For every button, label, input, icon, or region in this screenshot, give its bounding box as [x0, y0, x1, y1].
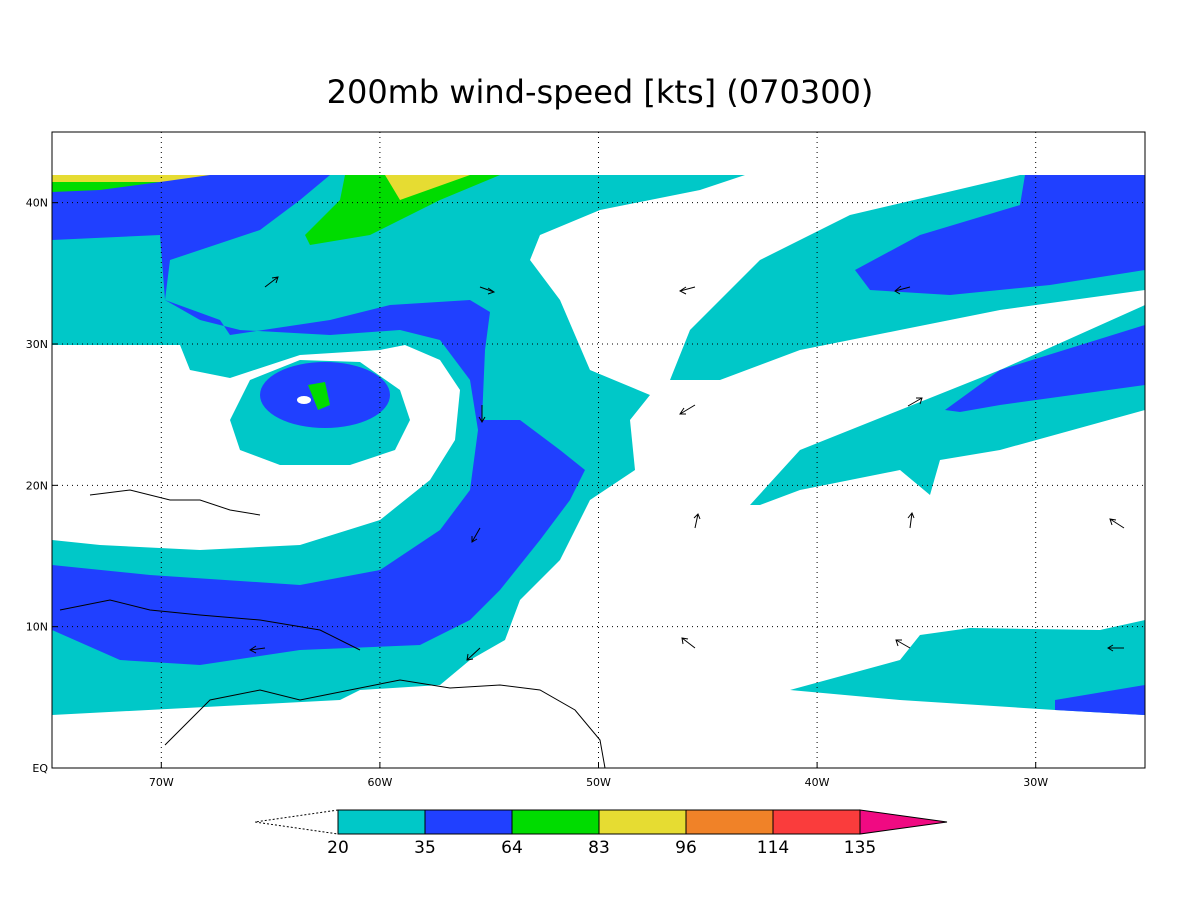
colorbar-box: [337, 809, 426, 835]
wind-arrow: [249, 645, 266, 654]
x-tick-label: 70W: [149, 776, 174, 789]
wind-arrow: [479, 286, 496, 295]
coastline: [59, 599, 361, 651]
contour-fill: [305, 175, 500, 245]
wind-arrow: [679, 286, 696, 295]
eye: [297, 396, 311, 404]
wind-arrow: [895, 639, 911, 649]
coastline: [164, 679, 606, 769]
contour-fill: [790, 620, 1145, 715]
x-tick-label: 50W: [586, 776, 611, 789]
contour-fill: [750, 305, 1145, 505]
colorbar-under-triangle: [254, 809, 339, 835]
contour-fill: [855, 175, 1145, 295]
colorbar-label: 135: [844, 838, 876, 858]
contour-fill: [52, 182, 160, 192]
colorbar-label: 35: [414, 838, 436, 858]
y-tick-label: 40N: [26, 197, 48, 210]
colorbar-box: [685, 809, 774, 835]
wind-arrow: [907, 512, 915, 529]
wind-arrow: [264, 276, 279, 288]
contour-fill: [308, 382, 330, 410]
wind-arrow: [478, 405, 486, 423]
wind-arrow: [681, 637, 696, 649]
contour-fill: [52, 235, 220, 345]
contour-fill: [52, 175, 585, 665]
wind-arrow: [679, 404, 696, 415]
coastlines: [59, 489, 606, 769]
colorbar-box: [772, 809, 861, 835]
wind-arrow: [466, 647, 481, 661]
colorbar-box: [511, 809, 600, 835]
contour-fill: [385, 175, 470, 200]
colorbar-label: 20: [327, 838, 349, 858]
contour-fill: [945, 325, 1145, 412]
wind-arrows: [249, 276, 1125, 661]
wind-arrow: [471, 527, 481, 543]
colorbar-box: [424, 809, 513, 835]
wind-arrow: [894, 285, 911, 295]
colorbar-box: [598, 809, 687, 835]
map-title: 200mb wind-speed [kts] (070300): [327, 73, 874, 111]
y-tick-label: 10N: [26, 621, 48, 634]
wind-arrow: [1107, 644, 1124, 652]
colorbar-label: 96: [675, 838, 697, 858]
contour-fill: [1055, 685, 1145, 715]
wind-arrow: [693, 513, 701, 529]
colorbar-label: 114: [757, 838, 789, 858]
contour-fills: [52, 175, 1145, 715]
x-tick-label: 30W: [1023, 776, 1048, 789]
y-tick-label: EQ: [32, 762, 48, 775]
x-tick-label: 40W: [805, 776, 830, 789]
colorbar-over-triangle: [859, 809, 948, 835]
y-tick-label: 30N: [26, 338, 48, 351]
y-tick-label: 20N: [26, 479, 48, 492]
wind-arrow: [907, 397, 923, 407]
wind-arrow: [1109, 518, 1125, 529]
colorbar: 20 35 64 83 96 114 135: [327, 809, 948, 858]
contour-fill: [52, 175, 210, 182]
x-tick-label: 60W: [367, 776, 392, 789]
colorbar-label: 64: [501, 838, 523, 858]
colorbar-label: 83: [588, 838, 610, 858]
coastline: [89, 489, 261, 516]
